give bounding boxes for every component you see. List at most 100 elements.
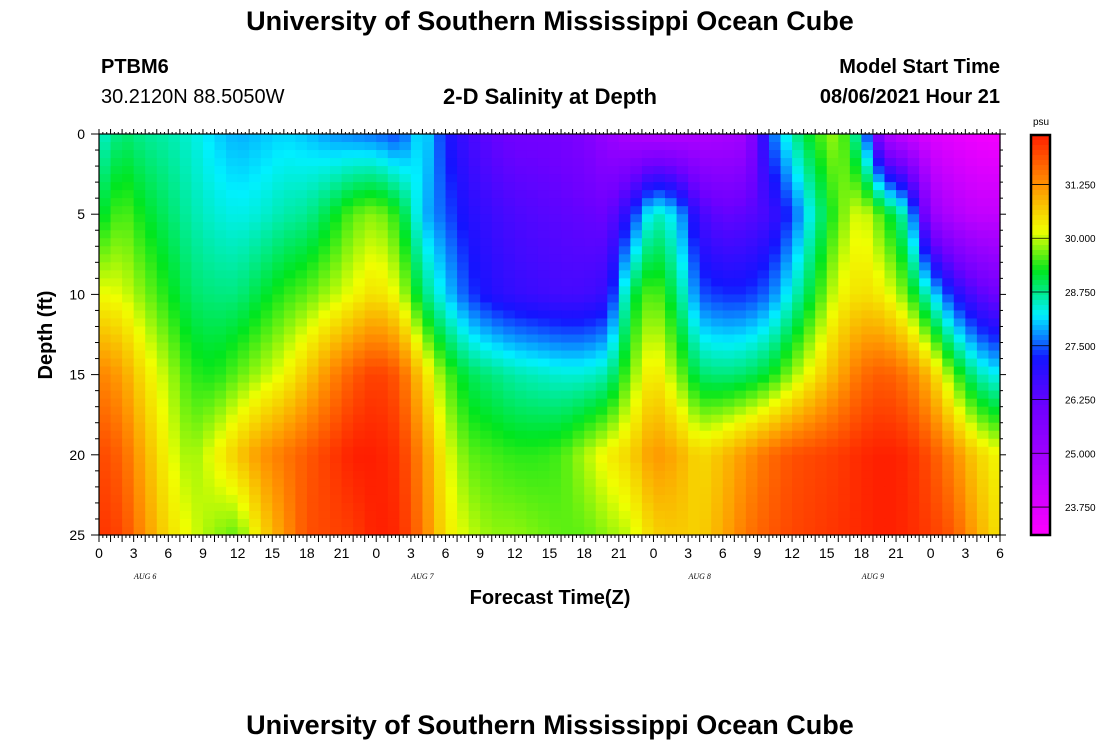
heatmap-cell bbox=[653, 358, 666, 368]
heatmap-cell bbox=[168, 198, 181, 207]
heatmap-cell bbox=[445, 182, 458, 191]
heatmap-cell bbox=[503, 334, 516, 344]
heatmap-cell bbox=[410, 510, 424, 520]
heatmap-cell bbox=[110, 510, 123, 520]
heatmap-cell bbox=[780, 390, 793, 400]
heatmap-cell bbox=[514, 150, 527, 159]
heatmap-cell bbox=[341, 446, 354, 456]
heatmap-cell bbox=[549, 158, 562, 167]
heatmap-cell bbox=[226, 510, 239, 520]
heatmap-cell bbox=[838, 190, 851, 199]
heatmap-cell bbox=[237, 374, 250, 384]
heatmap-cell bbox=[341, 310, 354, 320]
heatmap-cell bbox=[838, 358, 851, 368]
heatmap-cell bbox=[872, 302, 886, 312]
heatmap-cell bbox=[191, 294, 204, 304]
heatmap-cell bbox=[919, 246, 932, 255]
heatmap-cell bbox=[214, 486, 227, 496]
heatmap-cell bbox=[514, 262, 527, 271]
heatmap-cell bbox=[561, 214, 574, 223]
heatmap-cell bbox=[526, 390, 539, 400]
heatmap-cell bbox=[653, 238, 666, 247]
heatmap-cell bbox=[849, 158, 862, 167]
heatmap-cell bbox=[145, 206, 158, 215]
heatmap-cell bbox=[480, 278, 493, 287]
heatmap-cell bbox=[237, 246, 250, 255]
heatmap-cell bbox=[584, 358, 597, 368]
heatmap-cell bbox=[191, 278, 204, 287]
heatmap-cell bbox=[179, 334, 193, 344]
heatmap-cell bbox=[133, 326, 146, 336]
heatmap-cell bbox=[953, 190, 966, 199]
heatmap-cell bbox=[237, 174, 250, 183]
heatmap-cell bbox=[191, 182, 204, 191]
heatmap-cell bbox=[399, 446, 412, 456]
heatmap-cell bbox=[387, 254, 400, 263]
heatmap-cell bbox=[930, 454, 943, 464]
heatmap-cell bbox=[630, 222, 643, 231]
heatmap-cell bbox=[133, 462, 146, 472]
heatmap-cell bbox=[976, 214, 990, 223]
heatmap-cell bbox=[283, 350, 296, 360]
heatmap-cell bbox=[641, 334, 655, 344]
heatmap-cell bbox=[202, 270, 216, 279]
heatmap-cell bbox=[803, 262, 816, 271]
heatmap-cell bbox=[815, 422, 828, 432]
heatmap-cell bbox=[410, 350, 424, 360]
heatmap-cell bbox=[768, 414, 782, 424]
heatmap-cell bbox=[780, 198, 793, 207]
heatmap-cell bbox=[780, 326, 793, 336]
heatmap-cell bbox=[630, 382, 643, 392]
heatmap-cell bbox=[618, 214, 631, 223]
heatmap-cell bbox=[907, 470, 920, 480]
heatmap-cell bbox=[202, 382, 216, 392]
heatmap-cell bbox=[179, 174, 193, 183]
heatmap-cell bbox=[872, 326, 886, 336]
heatmap-cell bbox=[896, 430, 909, 440]
heatmap-cell bbox=[145, 518, 158, 528]
heatmap-cell bbox=[699, 470, 712, 480]
heatmap-cell bbox=[387, 438, 400, 448]
heatmap-cell bbox=[99, 254, 112, 263]
heatmap-cell bbox=[145, 462, 158, 472]
heatmap-cell bbox=[433, 182, 447, 191]
heatmap-cell bbox=[699, 142, 712, 151]
heatmap-cell bbox=[745, 366, 759, 376]
heatmap-cell bbox=[572, 462, 585, 472]
heatmap-cell bbox=[283, 142, 296, 151]
heatmap-cell bbox=[133, 302, 146, 312]
heatmap-cell bbox=[122, 294, 135, 304]
heatmap-cell bbox=[688, 230, 701, 239]
heatmap-cell bbox=[826, 494, 839, 504]
heatmap-cell bbox=[179, 526, 193, 536]
heatmap-cell bbox=[665, 526, 678, 536]
heatmap-cell bbox=[676, 486, 689, 496]
heatmap-cell bbox=[965, 454, 978, 464]
heatmap-cell bbox=[757, 510, 770, 520]
heatmap-cell bbox=[341, 470, 354, 480]
heatmap-cell bbox=[99, 166, 112, 175]
heatmap-cell bbox=[422, 334, 435, 344]
heatmap-cell bbox=[526, 358, 539, 368]
heatmap-cell bbox=[133, 350, 146, 360]
heatmap-cell bbox=[872, 526, 886, 536]
heatmap-cell bbox=[838, 198, 851, 207]
heatmap-cell bbox=[976, 358, 990, 368]
heatmap-cell bbox=[156, 166, 169, 175]
heatmap-cell bbox=[722, 502, 735, 512]
heatmap-cell bbox=[665, 238, 678, 247]
heatmap-cell bbox=[757, 366, 770, 376]
heatmap-cell bbox=[676, 478, 689, 488]
heatmap-cell bbox=[330, 326, 343, 336]
heatmap-cell bbox=[988, 430, 1001, 440]
heatmap-cell bbox=[688, 438, 701, 448]
heatmap-cell bbox=[561, 270, 574, 279]
heatmap-cell bbox=[618, 262, 631, 271]
heatmap-cell bbox=[145, 142, 158, 151]
heatmap-cell bbox=[561, 390, 574, 400]
heatmap-cell bbox=[711, 358, 724, 368]
heatmap-cell bbox=[376, 318, 389, 328]
heatmap-cell bbox=[965, 174, 978, 183]
heatmap-cell bbox=[514, 398, 527, 408]
